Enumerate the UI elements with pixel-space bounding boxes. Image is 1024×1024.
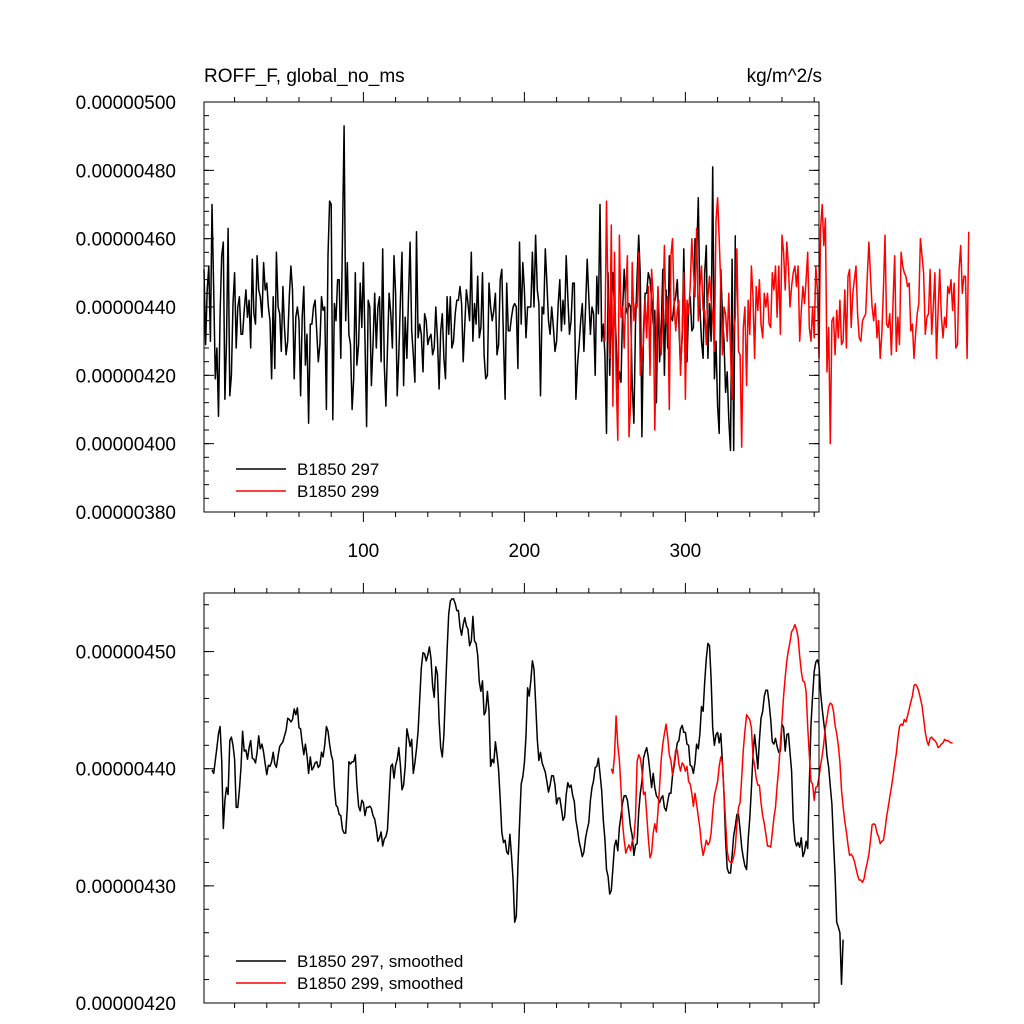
- top-panel-ticks: 0.00000380 0.00000400 0.00000420 0.00000440…: [76, 92, 819, 562]
- y-tick-label: 0.00000420: [76, 366, 176, 387]
- x-tick-label: 300: [670, 541, 702, 562]
- top-panel-units: kg/m^2/s: [747, 66, 822, 87]
- top-panel: ROFF_F, global_no_ms kg/m^2/s 0.00000380…: [76, 66, 970, 562]
- y-tick-label: 0.00000480: [76, 161, 176, 182]
- legend-label-b1850-299: B1850 299: [297, 482, 379, 501]
- y-tick-label: 0.00000380: [76, 503, 176, 524]
- series-line-299: [604, 196, 970, 448]
- bottom-panel-legend: B1850 297, smoothed B1850 299, smoothed: [236, 952, 463, 993]
- x-tick-label: 200: [509, 541, 541, 562]
- series-line-299-smoothed: [610, 623, 953, 884]
- legend-label-b1850-297: B1850 297: [297, 460, 379, 479]
- top-panel-legend: B1850 297 B1850 299: [236, 460, 379, 501]
- y-tick-label: 0.00000460: [76, 230, 176, 251]
- y-tick-label: 0.00000440: [76, 760, 176, 781]
- bottom-panel: 0.00000420 0.00000430 0.00000440 0.00000450…: [76, 583, 953, 1015]
- top-panel-series: [203, 125, 970, 452]
- series-line-297: [203, 125, 737, 452]
- top-panel-frame: [203, 101, 820, 513]
- bottom-panel-ticks: 0.00000420 0.00000430 0.00000440 0.00000450: [76, 583, 819, 1015]
- bottom-panel-frame: [203, 592, 820, 1004]
- y-tick-label: 0.00000500: [76, 93, 176, 114]
- y-tick-label: 0.00000420: [76, 994, 176, 1015]
- legend-label-b1850-297-smoothed: B1850 297, smoothed: [297, 952, 463, 971]
- y-tick-label: 0.00000450: [76, 643, 176, 664]
- y-tick-label: 0.00000440: [76, 298, 176, 319]
- bottom-panel-series: [211, 598, 953, 986]
- x-tick-label: 100: [348, 541, 380, 562]
- legend-label-b1850-299-smoothed: B1850 299, smoothed: [297, 974, 463, 993]
- series-line-297-smoothed: [211, 598, 844, 986]
- top-panel-title: ROFF_F, global_no_ms: [204, 66, 405, 87]
- y-tick-label: 0.00000400: [76, 435, 176, 456]
- y-tick-label: 0.00000430: [76, 877, 176, 898]
